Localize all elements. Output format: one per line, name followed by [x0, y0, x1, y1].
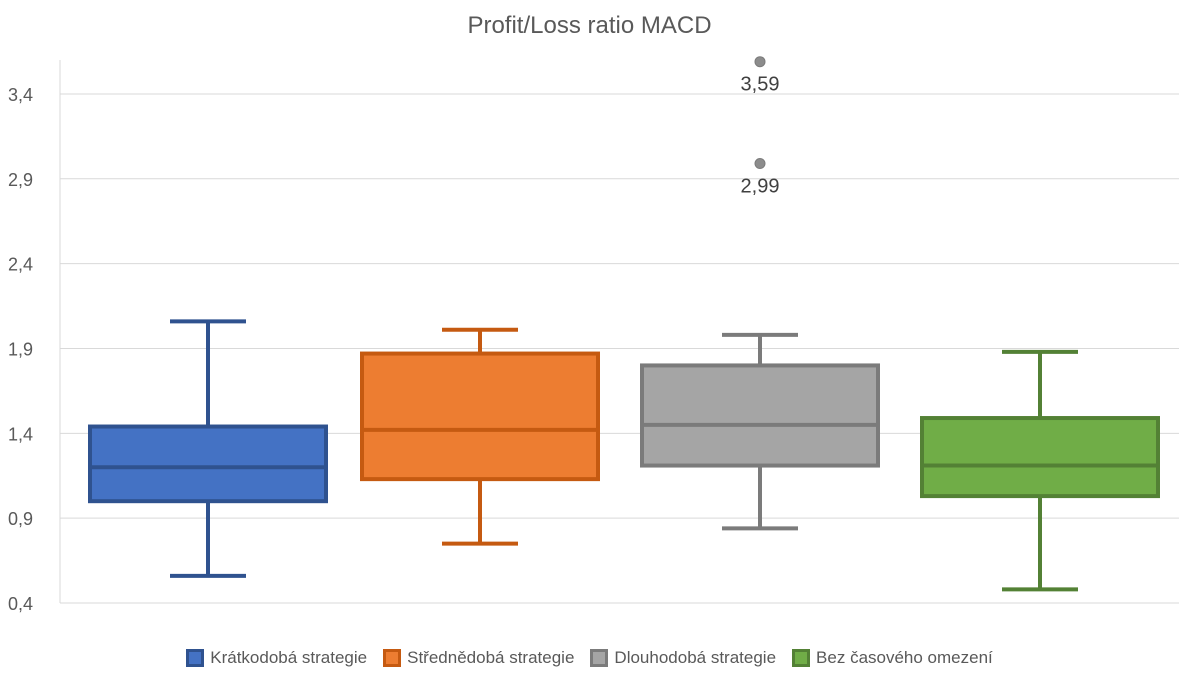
legend-item-bez-omezeni: Bez časového omezení [792, 648, 993, 668]
outlier-point [754, 158, 766, 170]
outlier-point [754, 56, 766, 68]
outlier-label: 2,99 [741, 176, 780, 198]
legend-swatch [590, 649, 609, 667]
legend-swatch [186, 649, 205, 667]
legend-label: Krátkodobá strategie [210, 648, 368, 667]
y-tick-label: 1,4 [8, 424, 33, 444]
outlier-label: 3,59 [741, 74, 780, 96]
legend-item-kratkodoba: Krátkodobá strategie [186, 648, 367, 668]
legend-label: Dlouhodobá strategie [614, 648, 777, 667]
y-tick-label: 3,4 [8, 85, 33, 105]
legend-label: Bez časového omezení [816, 648, 993, 667]
y-tick-label: 1,9 [8, 339, 33, 359]
legend: Krátkodobá strategie Střednědobá strateg… [0, 648, 1179, 668]
legend-swatch [792, 649, 811, 667]
box-iqr [920, 416, 1160, 499]
legend-item-strednedoba: Střednědobá strategie [383, 648, 574, 668]
y-tick-label: 0,4 [8, 594, 33, 614]
box-iqr [360, 351, 600, 482]
box-plot: 0,4 0,9 1,4 1,9 2,4 2,9 3,4 3,59 2,99 [8, 56, 1179, 614]
box-iqr [640, 363, 880, 468]
y-tick-label: 2,4 [8, 255, 33, 275]
chart-title: Profit/Loss ratio MACD [467, 12, 712, 39]
legend-item-dlouhodoba: Dlouhodobá strategie [590, 648, 776, 668]
y-tick-label: 2,9 [8, 170, 33, 190]
y-tick-label: 0,9 [8, 509, 33, 529]
legend-swatch [383, 649, 402, 667]
box-iqr [88, 424, 328, 504]
legend-label: Střednědobá strategie [407, 648, 575, 667]
